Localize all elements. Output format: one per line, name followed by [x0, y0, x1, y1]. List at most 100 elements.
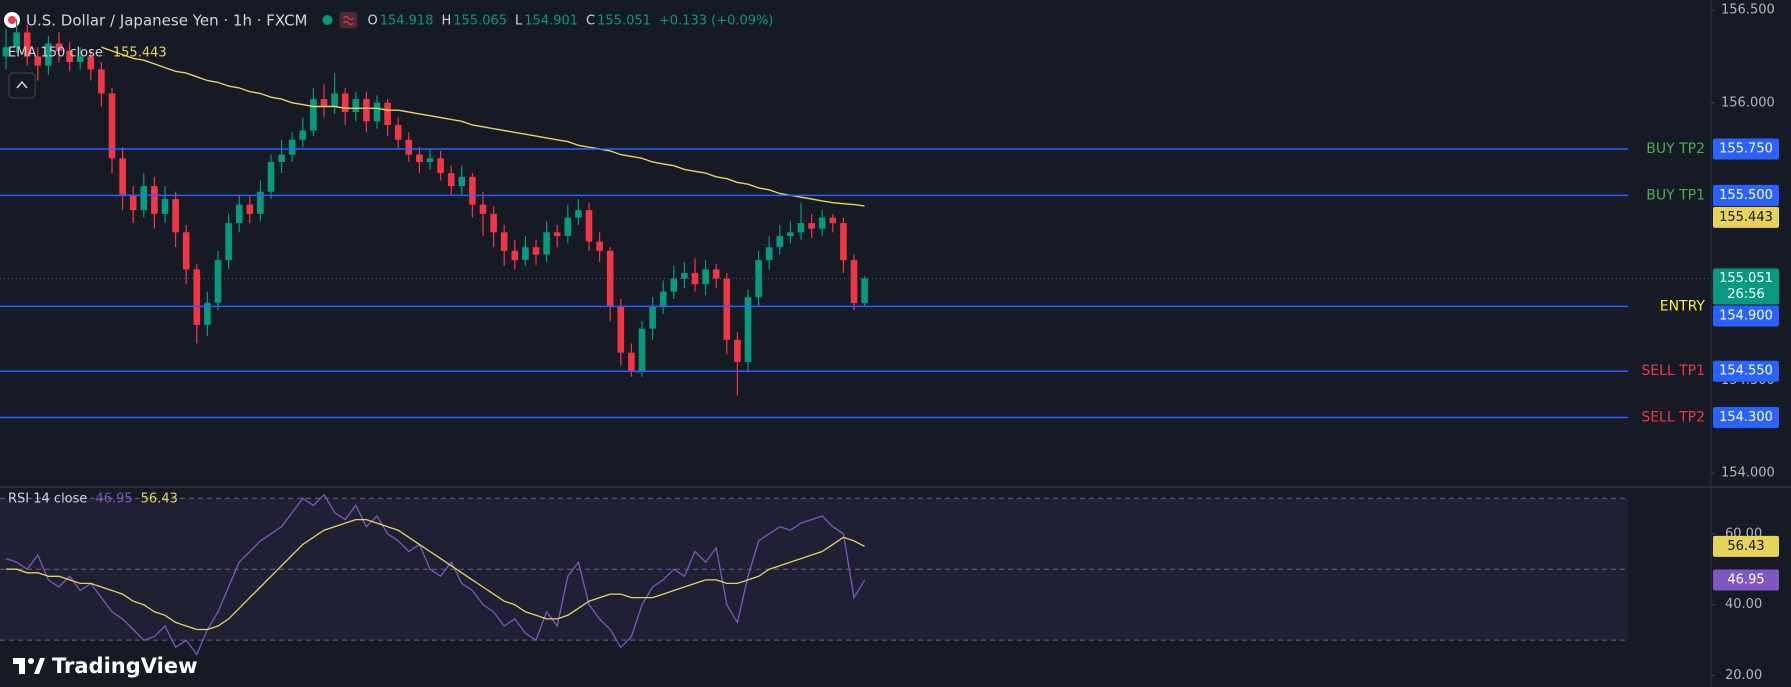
candle-body [670, 278, 678, 292]
candle-body [257, 191, 264, 214]
candle-body [129, 195, 137, 211]
ohlc-value: 154.901 [524, 14, 578, 29]
candle-body [161, 199, 169, 214]
candle-body [734, 339, 741, 362]
candle-body [384, 102, 391, 125]
rsi-line [6, 518, 865, 631]
candle-body [2, 47, 10, 57]
ohlc-label: L [515, 14, 523, 29]
candle-body [776, 236, 784, 248]
candle-body [193, 269, 201, 325]
rsi-badge [1713, 535, 1779, 557]
price-change: +0.133 (+0.09%) [659, 14, 774, 29]
candle-body [628, 352, 635, 372]
level-badge [1713, 305, 1779, 327]
candle-body [267, 162, 275, 192]
candle-body [331, 93, 338, 107]
ohlc-value: 154.918 [380, 14, 434, 29]
data-status-icon [342, 15, 354, 26]
level-badge [1713, 406, 1779, 428]
rsi-badge [1713, 569, 1779, 591]
rsi-line [5, 493, 866, 656]
candle-body [235, 204, 243, 224]
candle-body [691, 273, 699, 285]
data-status [339, 12, 358, 28]
y-tick-label: 156.500 [1721, 3, 1775, 18]
candle-body [320, 99, 328, 107]
ema-badge [1713, 206, 1779, 228]
price-badge-label: 155.051 [1719, 271, 1773, 286]
level-label: BUY TP1 [1646, 187, 1705, 203]
level-badge-label: 154.550 [1719, 364, 1773, 379]
candle-body [585, 210, 593, 242]
candle-body [490, 213, 497, 233]
candle-body [225, 223, 232, 261]
legend-value: 155.443 [113, 46, 167, 61]
candle-body [55, 43, 63, 51]
candle-body [755, 260, 762, 298]
candle-body [712, 269, 720, 279]
candle-body [500, 232, 508, 251]
level-badge-label: 155.500 [1719, 188, 1773, 203]
candle-body [246, 204, 254, 214]
candle-body [840, 223, 847, 261]
candle-body [797, 223, 805, 233]
level-badge-label: 154.300 [1719, 410, 1773, 425]
candle-body [850, 260, 858, 304]
brand-name: TradingView [52, 654, 197, 678]
candle-body [204, 302, 211, 325]
candle-body [172, 199, 179, 233]
candle-body [723, 278, 731, 340]
legend-label: RSI 14 close [8, 492, 87, 507]
price-badge [1713, 268, 1779, 305]
symbol-title: U.S. Dollar / Japanese Yen · 1h · FXCM [26, 12, 307, 30]
market-status [322, 15, 333, 25]
candle-body [617, 306, 625, 353]
level-label: ENTRY [1660, 298, 1706, 314]
collapse-icon [16, 80, 28, 89]
candle-body [532, 247, 540, 255]
candle-body [363, 99, 370, 122]
level-badge [1713, 360, 1779, 382]
candle-body [437, 158, 444, 174]
candle-body [649, 306, 656, 329]
candle-body [765, 247, 773, 261]
candle-body [511, 250, 519, 261]
candle-body [638, 328, 646, 372]
header: U.S. Dollar / Japanese Yen · 1h · FXCM O 1… [4, 12, 773, 30]
candle-body [564, 217, 572, 237]
candle-body [522, 247, 529, 261]
logo-mark [34, 658, 45, 674]
candle-body [98, 69, 105, 94]
ohlc-label: O [367, 14, 377, 29]
candle-body [405, 139, 413, 155]
symbol-icon-dot [8, 16, 16, 24]
ohlc-label: H [441, 14, 451, 29]
y-tick-label: 154.000 [1721, 466, 1775, 481]
ema-badge-label: 155.443 [1719, 210, 1773, 225]
candle-body [310, 99, 317, 131]
candle-body [23, 32, 31, 57]
price-badge-label: 26:56 [1727, 287, 1764, 302]
collapse-button[interactable] [8, 72, 36, 99]
candle-body [341, 93, 349, 113]
candle-body [447, 173, 455, 187]
candle-body [394, 124, 402, 140]
candle-body [373, 102, 381, 122]
candle-body [808, 223, 815, 229]
level-badge [1713, 138, 1779, 160]
candle-body [829, 217, 837, 224]
candle-body [76, 56, 84, 63]
legend-value: 46.95 [95, 492, 132, 507]
candle-body [426, 158, 434, 162]
candle-body [299, 130, 307, 140]
level-badge-label: 154.900 [1719, 308, 1773, 323]
candle-body [66, 50, 73, 63]
candle-body [575, 210, 582, 218]
candle-body [659, 291, 667, 307]
candle-body [140, 186, 148, 211]
y-tick-label: 20.00 [1725, 668, 1762, 683]
